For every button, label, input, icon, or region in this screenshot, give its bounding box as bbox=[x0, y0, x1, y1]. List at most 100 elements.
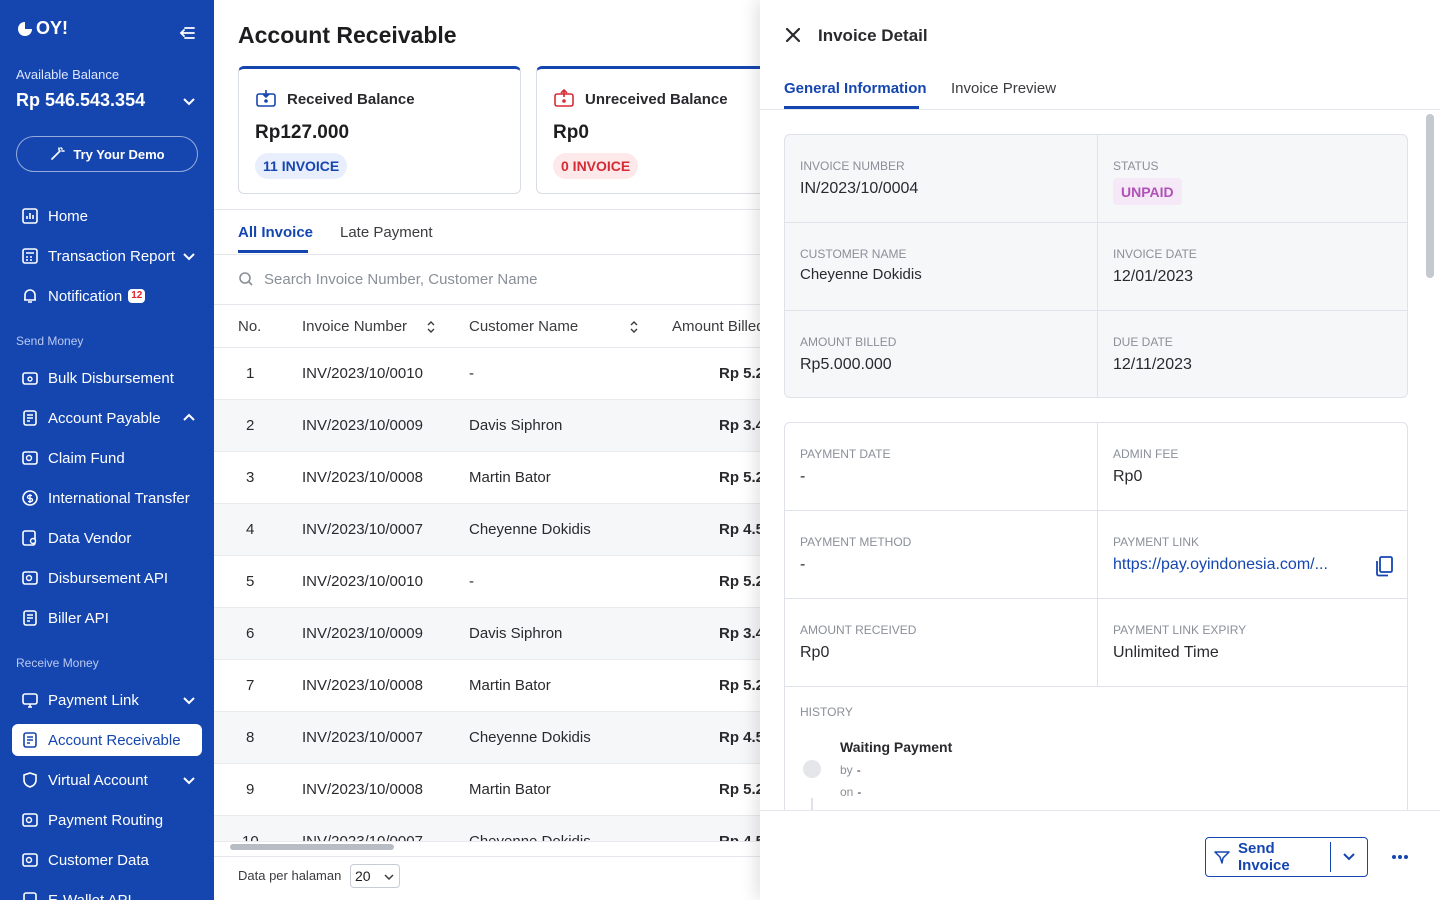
row-no: 7 bbox=[246, 677, 255, 694]
balance-label: Available Balance bbox=[16, 67, 120, 82]
invoice-detail-drawer: Invoice Detail General Information Invoi… bbox=[760, 0, 1440, 900]
send-invoice-button[interactable]: Send Invoice bbox=[1206, 838, 1330, 876]
nav-home-label: Home bbox=[48, 207, 89, 225]
row-customer-name: Martin Bator bbox=[469, 469, 551, 486]
col-customer-name[interactable]: Customer Name bbox=[469, 318, 579, 335]
col-no: No. bbox=[238, 318, 262, 335]
sort-icon[interactable] bbox=[426, 320, 436, 334]
tabs-divider bbox=[214, 254, 760, 255]
main-content: Account Receivable Received Balance Rp12… bbox=[214, 0, 760, 900]
table-header: No. Invoice Number Customer Name Amount … bbox=[214, 304, 760, 348]
nav-data-vendor[interactable]: Data Vendor bbox=[12, 522, 202, 554]
nav-ewallet-api[interactable]: E-Wallet API bbox=[12, 884, 202, 900]
tab-late-payment[interactable]: Late Payment bbox=[340, 224, 433, 241]
amount-billed-cell: AMOUNT BILLED Rp5.000.000 bbox=[785, 311, 1097, 397]
money-in-icon bbox=[256, 90, 276, 107]
row-no: 4 bbox=[246, 521, 255, 538]
customer-name-label: CUSTOMER NAME bbox=[800, 247, 907, 261]
sidebar: OY! Available Balance Rp 546.543.354 Try… bbox=[0, 0, 214, 900]
send-icon bbox=[1214, 851, 1230, 864]
sort-icon[interactable] bbox=[629, 320, 639, 334]
nav-account-receivable[interactable]: Account Receivable bbox=[12, 724, 202, 756]
table-row[interactable]: 5 INV/2023/10/0010 - Rp 5.2 bbox=[214, 556, 760, 608]
payment-date-label: PAYMENT DATE bbox=[800, 447, 891, 461]
nav-transaction-report[interactable]: Transaction Report bbox=[12, 240, 202, 272]
unreceived-balance-card[interactable]: Unreceived Balance Rp0 0 INVOICE bbox=[536, 66, 760, 194]
due-date-cell: DUE DATE 12/11/2023 bbox=[1097, 311, 1407, 397]
copy-icon[interactable] bbox=[1374, 555, 1394, 577]
brand-logo[interactable]: OY! bbox=[16, 18, 68, 39]
table-row[interactable]: 3 INV/2023/10/0008 Martin Bator Rp 5.2 bbox=[214, 452, 760, 504]
table-row[interactable]: 7 INV/2023/10/0008 Martin Bator Rp 5.2 bbox=[214, 660, 760, 712]
nav-virtual-account-label: Virtual Account bbox=[48, 771, 148, 789]
table-row[interactable]: 10 INV/2023/10/0007 Cheyenne Dokidis Rp … bbox=[214, 816, 760, 842]
tabs-divider bbox=[760, 109, 1440, 110]
chevron-down-icon[interactable] bbox=[180, 92, 198, 110]
collapse-sidebar-icon[interactable] bbox=[178, 24, 198, 42]
history-status-dot bbox=[803, 760, 821, 778]
payment-method-cell: PAYMENT METHOD - bbox=[785, 511, 1097, 599]
admin-fee-value: Rp0 bbox=[1113, 468, 1143, 485]
admin-fee-label: ADMIN FEE bbox=[1113, 447, 1179, 461]
search-input[interactable] bbox=[264, 266, 744, 292]
horizontal-scrollbar[interactable] bbox=[230, 844, 394, 850]
payment-link-expiry-value: Unlimited Time bbox=[1113, 644, 1219, 661]
table-row[interactable]: 1 INV/2023/10/0010 - Rp 5.2 bbox=[214, 348, 760, 400]
send-invoice-label: Send Invoice bbox=[1238, 840, 1290, 874]
row-invoice-number: INV/2023/10/0008 bbox=[302, 677, 423, 694]
tab-all-invoice[interactable]: All Invoice bbox=[238, 224, 314, 241]
col-amount-billed[interactable]: Amount Billed bbox=[672, 318, 760, 335]
close-icon[interactable] bbox=[784, 26, 802, 44]
payment-link-expiry-cell: PAYMENT LINK EXPIRY Unlimited Time bbox=[1097, 599, 1407, 687]
invoice-date-label: INVOICE DATE bbox=[1113, 247, 1197, 261]
try-demo-button[interactable]: Try Your Demo bbox=[16, 136, 198, 172]
more-options-icon[interactable] bbox=[1390, 847, 1410, 867]
status-label: STATUS bbox=[1113, 159, 1159, 173]
vertical-scrollbar[interactable] bbox=[1426, 114, 1434, 278]
table-row[interactable]: 4 INV/2023/10/0007 Cheyenne Dokidis Rp 4… bbox=[214, 504, 760, 556]
globe-dollar-icon bbox=[20, 488, 40, 508]
table-row[interactable]: 8 INV/2023/10/0007 Cheyenne Dokidis Rp 4… bbox=[214, 712, 760, 764]
payment-link-url[interactable]: https://pay.oyindonesia.com/... bbox=[1113, 556, 1328, 573]
tab-general-information[interactable]: General Information bbox=[784, 80, 927, 97]
chevron-down-icon bbox=[1343, 853, 1355, 861]
per-page-select[interactable]: 20 bbox=[350, 864, 400, 888]
table-row[interactable]: 6 INV/2023/10/0009 Davis Siphron Rp 3.4 bbox=[214, 608, 760, 660]
nav-account-payable[interactable]: Account Payable bbox=[12, 402, 202, 434]
nav-claim-fund[interactable]: Claim Fund bbox=[12, 442, 202, 474]
history-label: HISTORY bbox=[800, 705, 853, 719]
magic-wand-icon bbox=[51, 147, 66, 160]
tab-invoice-preview[interactable]: Invoice Preview bbox=[951, 80, 1057, 97]
search-icon bbox=[239, 272, 253, 286]
table-row[interactable]: 9 INV/2023/10/0008 Martin Bator Rp 5.2 bbox=[214, 764, 760, 816]
status-badge: UNPAID bbox=[1113, 178, 1182, 205]
history-by: by - bbox=[840, 763, 861, 777]
history-event-title: Waiting Payment bbox=[840, 739, 953, 755]
row-no: 5 bbox=[246, 573, 255, 590]
shield-icon bbox=[20, 770, 40, 790]
row-customer-name: Martin Bator bbox=[469, 677, 551, 694]
history-on-label: on bbox=[840, 785, 854, 799]
nav-bulk-disbursement[interactable]: Bulk Disbursement bbox=[12, 362, 202, 394]
chevron-down-icon bbox=[183, 253, 195, 261]
logo-text: OY! bbox=[36, 18, 69, 38]
col-invoice-number[interactable]: Invoice Number bbox=[302, 318, 408, 335]
row-amount-billed: Rp 4.5 bbox=[719, 833, 760, 842]
nav-disbursement-api[interactable]: Disbursement API bbox=[12, 562, 202, 594]
nav-international-transfer[interactable]: International Transfer bbox=[12, 482, 202, 514]
send-options-dropdown[interactable] bbox=[1331, 838, 1367, 876]
notification-count-badge: 12 bbox=[128, 289, 146, 303]
nav-payment-link[interactable]: Payment Link bbox=[12, 684, 202, 716]
history-by-value: - bbox=[856, 763, 861, 777]
received-balance-card[interactable]: Received Balance Rp127.000 11 INVOICE bbox=[238, 66, 521, 194]
nav-customer-data[interactable]: Customer Data bbox=[12, 844, 202, 876]
nav-payment-routing[interactable]: Payment Routing bbox=[12, 804, 202, 836]
nav-notification[interactable]: Notification 12 bbox=[12, 280, 202, 312]
customer-name-value: Cheyenne Dokidis bbox=[800, 266, 922, 283]
table-row[interactable]: 2 INV/2023/10/0009 Davis Siphron Rp 3.4 bbox=[214, 400, 760, 452]
nav-biller-api[interactable]: Biller API bbox=[12, 602, 202, 634]
row-amount-billed: Rp 5.2 bbox=[719, 573, 760, 590]
payment-method-label: PAYMENT METHOD bbox=[800, 535, 912, 549]
nav-virtual-account[interactable]: Virtual Account bbox=[12, 764, 202, 796]
nav-home[interactable]: Home bbox=[12, 200, 202, 232]
